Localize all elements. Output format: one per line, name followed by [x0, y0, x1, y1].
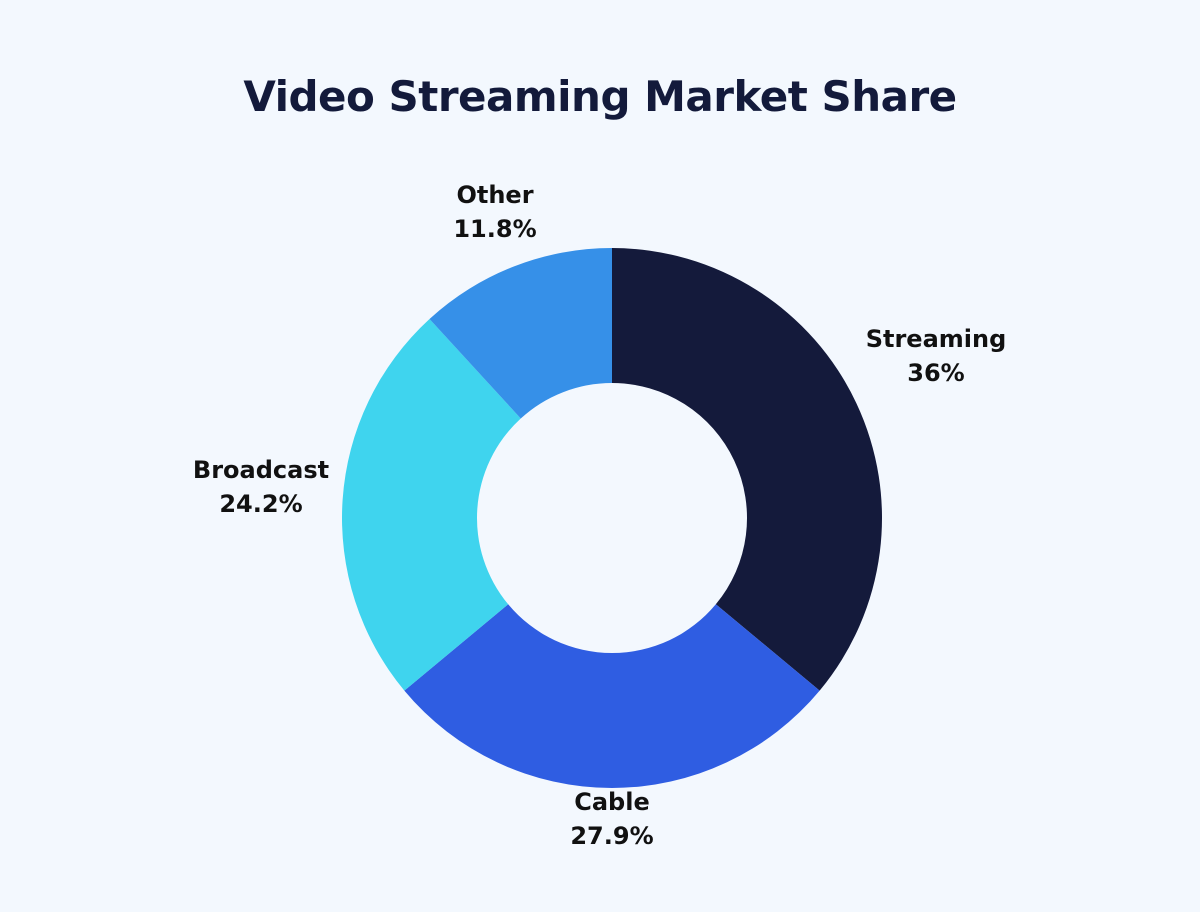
label-other-name: Other [456, 181, 533, 209]
label-broadcast-name: Broadcast [193, 456, 329, 484]
label-streaming-value: 36% [907, 359, 964, 387]
label-streaming-name: Streaming [866, 325, 1007, 353]
slice-cable [404, 604, 820, 789]
slice-streaming [612, 248, 882, 691]
slice-labels: Streaming 36% Cable 27.9% Broadcast 24.2% Othe… [193, 181, 1006, 850]
slice-broadcast [341, 319, 521, 691]
label-cable-value: 27.9% [570, 822, 653, 850]
slice-other [429, 248, 612, 419]
label-broadcast-value: 24.2% [219, 490, 302, 518]
label-other-value: 11.8% [453, 215, 536, 243]
chart-title: Video Streaming Market Share [243, 72, 957, 121]
label-cable-name: Cable [574, 788, 650, 816]
donut-slices [341, 248, 882, 789]
